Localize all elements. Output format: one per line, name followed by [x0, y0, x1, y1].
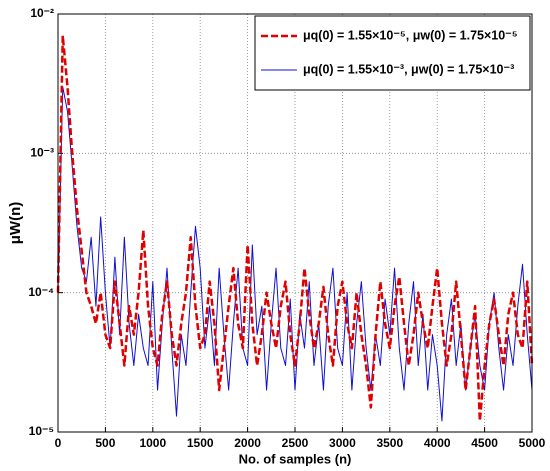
- x-tick-label: 1000: [139, 436, 166, 450]
- x-tick-label: 5000: [519, 436, 546, 450]
- legend-label: μq(0) = 1.55×10⁻³, μw(0) = 1.75×10⁻³: [303, 62, 514, 76]
- x-axis-label: No. of samples (n): [239, 451, 352, 466]
- x-tick-label: 3000: [329, 436, 356, 450]
- x-tick-label: 1500: [187, 436, 214, 450]
- x-tick-label: 4500: [471, 436, 498, 450]
- y-tick-label: 10⁻²: [30, 6, 54, 20]
- y-axis-label: μW(n): [7, 202, 24, 245]
- x-tick-label: 2500: [282, 436, 309, 450]
- y-tick-label: 10⁻⁴: [28, 285, 54, 299]
- y-tick-label: 10⁻⁵: [29, 424, 54, 438]
- legend-label: μq(0) = 1.55×10⁻⁵, μw(0) = 1.75×10⁻⁵: [303, 28, 518, 42]
- x-tick-label: 2000: [234, 436, 261, 450]
- x-tick-label: 3500: [376, 436, 403, 450]
- plot-frame: [57, 13, 533, 433]
- y-tick-label: 10⁻³: [30, 146, 54, 160]
- x-tick-label: 4000: [424, 436, 451, 450]
- legend-box: [254, 15, 531, 91]
- series-line: [56, 34, 534, 423]
- x-tick-label: 500: [95, 436, 115, 450]
- x-tick-label: 0: [55, 436, 62, 450]
